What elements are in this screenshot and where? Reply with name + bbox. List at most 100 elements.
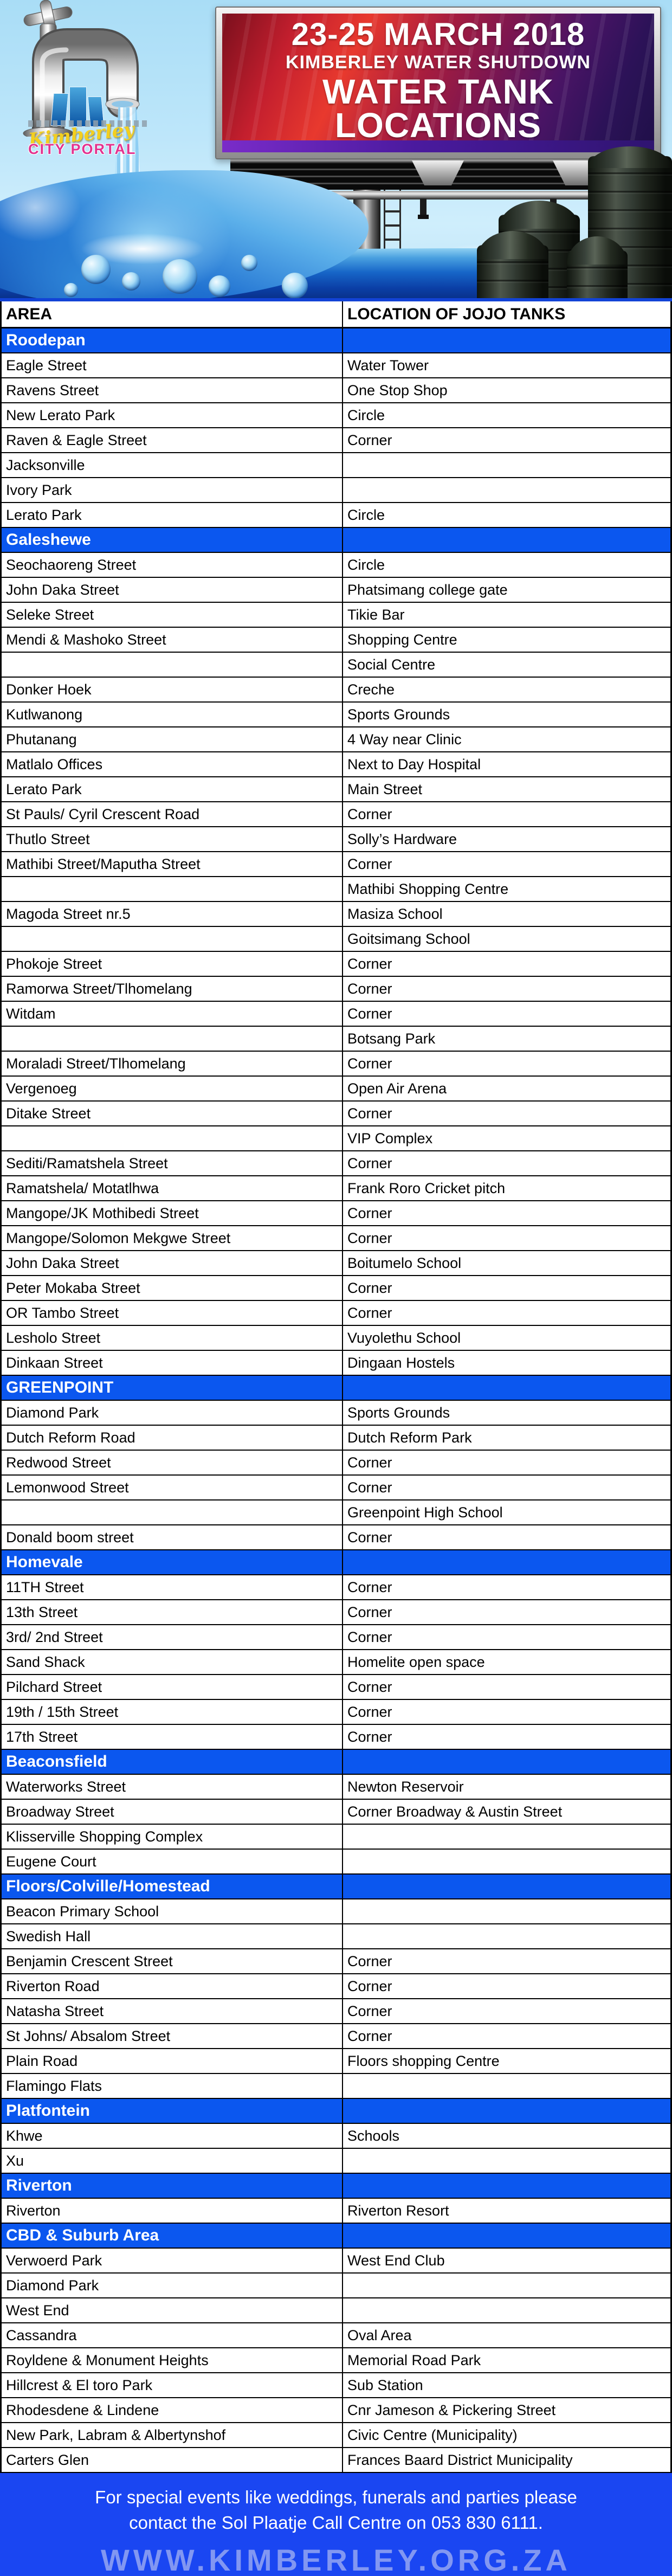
area-cell: Matlalo Offices xyxy=(2,752,343,776)
table-row: Ramatshela/ Motatlhwa Frank Roro Cricket … xyxy=(2,1176,670,1201)
location-cell: Corner xyxy=(347,1205,392,1221)
table-row: Plain Road Floors shopping Centre xyxy=(2,2049,670,2074)
location-cell: Phatsimang college gate xyxy=(347,581,508,598)
table-row: Mendi & Mashoko Street Shopping Centre xyxy=(2,628,670,653)
area-cell: Mathibi Street/Maputha Street xyxy=(2,852,343,876)
location-cell: Corner xyxy=(347,980,392,997)
section-empty-cell xyxy=(343,1376,670,1400)
table-row: Redwood Street Corner xyxy=(2,1451,670,1476)
billboard-title-1: WATER TANK xyxy=(322,72,554,111)
table-row: Ivory Park xyxy=(2,478,670,503)
table-row: Swedish Hall xyxy=(2,1924,670,1949)
section-header-row: GREENPOINT xyxy=(2,1376,670,1401)
section-name: Beaconsfield xyxy=(2,1750,343,1774)
area-cell: Carters Glen xyxy=(2,2448,343,2472)
hanger-hook-icon xyxy=(418,198,429,219)
billboard: 23-25 MARCH 2018 KIMBERLEY WATER SHUTDOW… xyxy=(215,7,661,159)
table-row: Diamond Park xyxy=(2,2274,670,2298)
table-row: Riverton Riverton Resort xyxy=(2,2199,670,2224)
section-empty-cell xyxy=(343,2224,670,2247)
area-cell: Royldene & Monument Heights xyxy=(2,2348,343,2372)
footer-note-line-2: contact the Sol Plaatje Call Centre on 0… xyxy=(129,2512,543,2533)
table-row: St Johns/ Absalom Street Corner xyxy=(2,2024,670,2049)
location-cell: Dutch Reform Park xyxy=(347,1429,472,1446)
table-row: Verwoerd Park West End Club xyxy=(2,2249,670,2274)
area-cell: Sediti/Ramatshela Street xyxy=(2,1151,343,1175)
area-cell: Rhodesdene & Lindene xyxy=(2,2398,343,2422)
bubble-icon xyxy=(81,255,111,284)
location-cell: Civic Centre (Municipality) xyxy=(347,2426,518,2443)
table-row: Xu xyxy=(2,2149,670,2174)
location-cell: Corner xyxy=(347,1628,392,1645)
area-cell: OR Tambo Street xyxy=(2,1301,343,1325)
table-row: VIP Complex xyxy=(2,1126,670,1151)
area-cell: Jacksonville xyxy=(2,453,343,477)
table-row: Phokoje Street Corner xyxy=(2,952,670,977)
location-cell: Goitsimang School xyxy=(347,930,470,947)
area-cell: 3rd/ 2nd Street xyxy=(2,1625,343,1649)
table-row: Lerato Park Main Street xyxy=(2,777,670,802)
table-row: Eugene Court xyxy=(2,1850,670,1875)
area-cell xyxy=(2,1126,343,1150)
area-cell: Swedish Hall xyxy=(2,1924,343,1948)
area-cell: Redwood Street xyxy=(2,1451,343,1474)
location-cell: 4 Way near Clinic xyxy=(347,731,462,748)
location-cell: Corner xyxy=(347,432,392,448)
location-cell: Corner xyxy=(347,806,392,822)
area-cell: Witdam xyxy=(2,1002,343,1026)
bubble-icon xyxy=(122,272,140,291)
bubble-icon xyxy=(209,275,230,297)
section-name: Galeshewe xyxy=(2,528,343,552)
table-row: Dutch Reform Road Dutch Reform Park xyxy=(2,1426,670,1451)
area-cell: Beacon Primary School xyxy=(2,1899,343,1923)
section-name: GREENPOINT xyxy=(2,1376,343,1400)
area-cell: Vergenoeg xyxy=(2,1077,343,1100)
hero-banner: Kimberley CITY PORTAL 23-25 MARCH 2018 K… xyxy=(0,0,672,301)
location-cell: Tikie Bar xyxy=(347,606,405,623)
locations-table: AREA LOCATION OF JOJO TANKS Roodepan Eagl… xyxy=(0,301,672,2473)
area-cell xyxy=(2,927,343,951)
location-cell: Corner xyxy=(347,855,392,872)
area-cell: Moraladi Street/Tlhomelang xyxy=(2,1052,343,1076)
table-row: Kutlwanong Sports Grounds xyxy=(2,703,670,727)
location-cell: Water Tower xyxy=(347,357,429,373)
area-cell: St Johns/ Absalom Street xyxy=(2,2024,343,2048)
location-cell: Corner xyxy=(347,2002,392,2019)
location-cell: Memorial Road Park xyxy=(347,2352,481,2368)
footer-note-line-1: For special events like weddings, funera… xyxy=(95,2487,577,2507)
location-cell: Corner xyxy=(347,1304,392,1321)
table-row: Lemonwood Street Corner xyxy=(2,1476,670,1500)
table-row: Seleke Street Tikie Bar xyxy=(2,603,670,628)
location-cell: Frances Baard District Municipality xyxy=(347,2451,573,2468)
location-cell: Circle xyxy=(347,556,385,573)
table-row: Raven & Eagle Street Corner xyxy=(2,428,670,453)
area-cell: Eagle Street xyxy=(2,353,343,377)
billboard-date: 23-25 MARCH 2018 xyxy=(291,17,585,52)
area-cell: St Pauls/ Cyril Crescent Road xyxy=(2,802,343,826)
table-row: Ditake Street Corner xyxy=(2,1102,670,1126)
section-name: Platfontein xyxy=(2,2099,343,2123)
location-cell: Greenpoint High School xyxy=(347,1504,503,1521)
location-cell: Homelite open space xyxy=(347,1653,485,1670)
kimberley-city-portal-logo: Kimberley CITY PORTAL xyxy=(28,87,164,158)
table-row: West End xyxy=(2,2298,670,2323)
area-cell: Seleke Street xyxy=(2,603,343,627)
area-cell: Raven & Eagle Street xyxy=(2,428,343,452)
area-cell xyxy=(2,877,343,901)
location-cell: Main Street xyxy=(347,781,423,797)
location-cell: Frank Roro Cricket pitch xyxy=(347,1180,506,1196)
location-cell: Corner xyxy=(347,1279,392,1296)
area-cell: Broadway Street xyxy=(2,1800,343,1824)
location-cell: Social Centre xyxy=(347,656,436,673)
location-cell: Corner xyxy=(347,1005,392,1022)
location-cell: Corner xyxy=(347,1579,392,1595)
table-row: Mangope/Solomon Mekgwe Street Corner xyxy=(2,1226,670,1251)
area-cell: Mangope/Solomon Mekgwe Street xyxy=(2,1226,343,1250)
table-row: St Pauls/ Cyril Crescent Road Corner xyxy=(2,802,670,827)
section-empty-cell xyxy=(343,1875,670,1898)
table-row: Mathibi Street/Maputha Street Corner xyxy=(2,852,670,877)
table-row: Ramorwa Street/Tlhomelang Corner xyxy=(2,977,670,1002)
area-cell: Ravens Street xyxy=(2,378,343,402)
area-cell: Cassandra xyxy=(2,2323,343,2347)
